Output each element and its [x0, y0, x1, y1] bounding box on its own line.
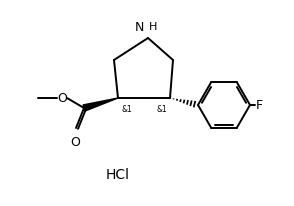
- Text: O: O: [70, 136, 80, 149]
- Polygon shape: [83, 98, 118, 111]
- Text: HCl: HCl: [106, 168, 130, 182]
- Text: &1: &1: [121, 105, 132, 114]
- Text: &1: &1: [156, 105, 167, 114]
- Text: H: H: [149, 22, 157, 32]
- Text: N: N: [135, 21, 144, 34]
- Text: O: O: [57, 91, 67, 104]
- Text: F: F: [256, 98, 263, 111]
